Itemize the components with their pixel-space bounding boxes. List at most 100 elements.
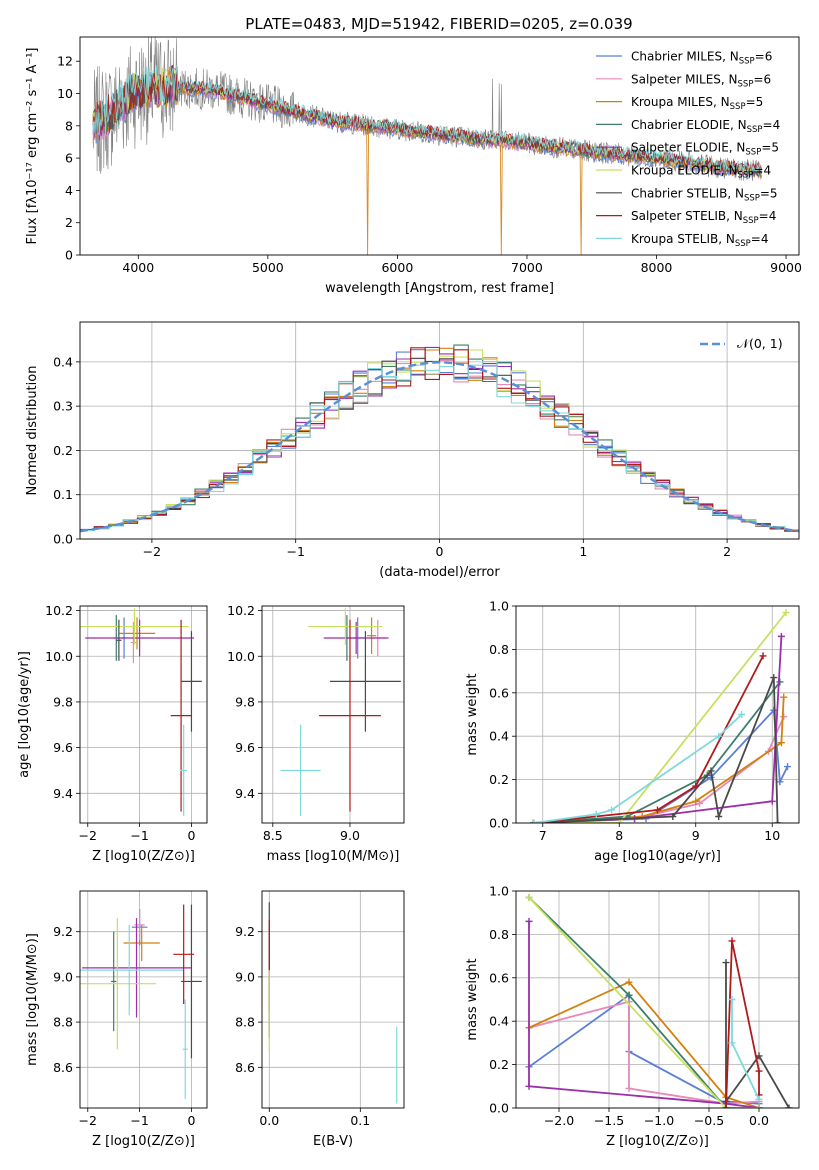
plot-area (280, 608, 401, 817)
error-bar-point (329, 631, 401, 732)
error-bar-point (280, 724, 321, 817)
mass-weight-line (533, 716, 785, 823)
mass-weight-marker (728, 1039, 736, 1047)
error-bar-point (85, 619, 195, 657)
plot-area (268, 902, 398, 1104)
x-axis-label: Z [log10(Z/Z⊙)] (92, 849, 195, 864)
y-tick-label: 0.4 (489, 729, 509, 744)
y-tick-label: 6 (65, 151, 73, 166)
y-tick-label: 9.6 (53, 740, 73, 755)
y-tick-label: 0.1 (53, 487, 73, 502)
mass-weight-line (528, 1000, 760, 1105)
mass-weight-marker (525, 1082, 533, 1090)
axes-frame (79, 36, 800, 256)
y-tick-label: 9.4 (53, 786, 73, 801)
error-bar-point (182, 999, 188, 1099)
x-tick-label: 9 (692, 828, 700, 843)
mass-weight-marker (625, 991, 633, 999)
model-spectrum-line (92, 64, 762, 173)
legend-label: Salpeter ELODIE, NSSP=5 (631, 141, 779, 158)
x-axis-label: E(B-V) (313, 1134, 353, 1149)
mass-weight-marker (784, 763, 792, 771)
y-tick-label: 0.2 (489, 1057, 509, 1072)
y-tick-label: 0.0 (489, 816, 509, 831)
y-tick-label: 0.6 (489, 685, 509, 700)
legend-label: Chabrier MILES, NSSP=6 (631, 50, 772, 67)
x-tick-label: 8 (615, 828, 623, 843)
error-bar-point (80, 918, 157, 1050)
residual-histogram-step (80, 346, 799, 531)
x-tick-label: 4000 (122, 260, 154, 275)
y-tick-label: 10.0 (227, 649, 255, 664)
x-tick-label: 0.0 (749, 1113, 769, 1128)
chart-legend: 𝒩(0, 1) (700, 336, 783, 351)
x-tick-label: 9000 (770, 260, 802, 275)
y-tick-label: 2 (65, 215, 73, 230)
x-tick-label: 7000 (511, 260, 543, 275)
y-tick-label: 0.2 (53, 443, 73, 458)
plot-area (80, 904, 202, 1099)
mass-weight-marker (530, 819, 538, 823)
legend-label: Chabrier STELIB, NSSP=5 (631, 186, 778, 203)
mass-weight-line (528, 921, 760, 1108)
y-tick-label: 9.6 (235, 740, 255, 755)
x-tick-label: 8.5 (263, 828, 283, 843)
x-tick-label: 0 (436, 544, 444, 559)
mass-weight-marker (707, 767, 715, 775)
axes-frame (79, 890, 208, 1109)
chart-residuals: 𝒩(0, 1) −2 −1 0 1 2 0.0 0.1 0.2 0.3 0.4 (data-model… (25, 321, 800, 580)
error-bar-point (130, 621, 136, 664)
error-bar-point (80, 924, 184, 1016)
x-tick-label: 9.0 (340, 828, 360, 843)
x-tick-label: 0.1 (350, 1113, 370, 1128)
mass-weight-marker (755, 1104, 763, 1108)
gaussian-curve (80, 361, 799, 533)
error-bar-point (82, 918, 191, 1018)
mass-weight-marker (782, 609, 790, 617)
y-tick-label: 10 (57, 86, 73, 101)
x-tick-label: −1.5 (594, 1113, 624, 1128)
plot-area (80, 608, 202, 817)
error-bar-point (180, 724, 187, 817)
chart-mass-vs-EBV: 0.0 0.1 8.6 8.8 9.0 9.2 E(B-V) (235, 890, 405, 1149)
mass-weight-marker (669, 812, 677, 820)
y-tick-label: 9.0 (53, 969, 73, 984)
chart-massweight-vs-age: 7 8 9 10 0.0 0.2 0.4 0.6 0.8 1.0 age [log10(age/yr… (465, 599, 800, 864)
mass-weight-line (533, 655, 764, 823)
y-axis-label: age [log10(age/yr)] (17, 651, 32, 778)
y-tick-label: 0 (65, 248, 73, 263)
legend-label: Chabrier ELODIE, NSSP=4 (631, 118, 780, 135)
mass-weight-marker (692, 797, 700, 805)
y-tick-label: 9.0 (235, 969, 255, 984)
mass-weight-marker (722, 959, 730, 967)
axes-frame (261, 605, 405, 824)
error-bar-point (173, 904, 195, 1005)
y-axis-label: Normed distribution (25, 366, 40, 496)
chart-age-vs-mass: 8.5 9.0 9.4 9.6 9.8 10.0 10.2 mass [log10(M/M⊙)… (227, 603, 405, 864)
axes-frame (515, 890, 800, 1109)
mass-weight-line (528, 896, 759, 1108)
x-axis-label: age [log10(age/yr)] (594, 849, 721, 864)
x-tick-label: −1.0 (644, 1113, 674, 1128)
y-tick-label: 0.0 (53, 532, 73, 547)
y-tick-label: 9.2 (235, 924, 255, 939)
y-tick-label: 10.2 (45, 603, 73, 618)
mass-weight-marker (592, 810, 600, 818)
mass-weight-marker (722, 1104, 730, 1108)
mass-weight-line (528, 896, 759, 1108)
x-tick-label: −1 (130, 1113, 148, 1128)
x-tick-label: −2.0 (544, 1113, 574, 1128)
y-tick-label: 12 (57, 54, 73, 69)
error-bar-point (308, 608, 383, 645)
mass-weight-marker (608, 806, 616, 814)
mass-weight-marker (625, 1084, 633, 1092)
y-tick-label: 0.2 (489, 772, 509, 787)
mass-weight-marker (728, 996, 736, 1003)
y-tick-label: 0.4 (489, 1014, 509, 1029)
mass-weight-marker (770, 674, 778, 682)
mass-weight-marker (728, 937, 736, 945)
mass-weight-marker (738, 711, 746, 718)
legend-label: Kroupa MILES, NSSP=5 (631, 95, 763, 112)
x-tick-label: 5000 (252, 260, 284, 275)
